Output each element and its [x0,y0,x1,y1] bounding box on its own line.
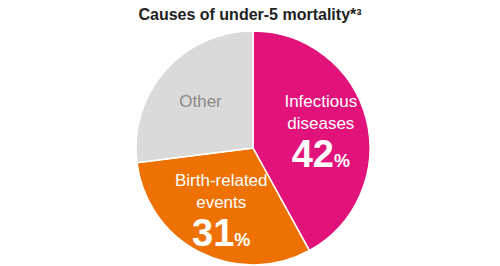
value-label: 42% [292,133,350,175]
pie-slice [137,148,309,265]
chart: Causes of under-5 mortality*³ Infectiousd… [0,0,500,266]
value-label: 31% [192,212,250,254]
pie [136,31,370,265]
chart-title: Causes of under-5 mortality*³ [138,6,361,23]
slice-label: Infectiousdiseases [284,92,357,133]
pie-slice [136,31,253,163]
labels: Infectiousdiseases42% Birth-relatedevents… [175,92,357,255]
slice-label: Other [179,92,222,111]
slice-label: Birth-relatedevents [175,171,268,212]
